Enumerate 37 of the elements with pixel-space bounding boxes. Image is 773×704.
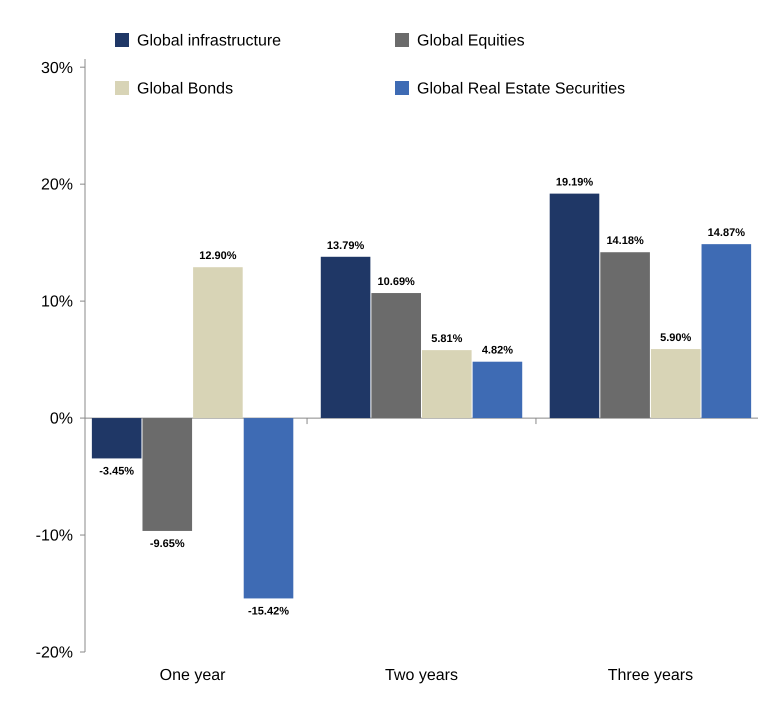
bar xyxy=(193,267,243,418)
y-tick-label: 10% xyxy=(40,294,73,311)
data-label: 14.87% xyxy=(708,227,746,240)
data-label: 10.69% xyxy=(378,276,416,288)
bar xyxy=(371,293,421,418)
data-label: 13.79% xyxy=(326,240,364,252)
bar xyxy=(650,349,701,418)
x-tick-label: Three years xyxy=(608,667,694,684)
legend-label: Global infrastructure xyxy=(137,32,282,50)
bar xyxy=(550,194,600,418)
y-tick-label: 20% xyxy=(40,176,73,194)
data-label: 12.90% xyxy=(199,250,237,262)
data-label: 5.90% xyxy=(660,332,692,344)
data-label: -15.42% xyxy=(248,605,290,618)
y-tick-label: 30% xyxy=(40,60,73,77)
legend-label: Global Equities xyxy=(417,32,525,50)
bar xyxy=(600,252,650,418)
bar xyxy=(92,418,142,458)
data-label: -9.65% xyxy=(150,538,185,550)
x-tick-label: One year xyxy=(160,667,226,684)
bar xyxy=(244,418,294,598)
y-tick-label: -20% xyxy=(36,644,73,662)
bar xyxy=(472,362,522,418)
data-label: 14.18% xyxy=(606,235,644,248)
bar xyxy=(142,418,192,531)
legend-label: Global Real Estate Securities xyxy=(417,80,626,98)
bar xyxy=(702,244,752,418)
data-label: 5.81% xyxy=(431,333,463,346)
bar xyxy=(320,256,370,418)
y-tick-label: -10% xyxy=(36,528,73,545)
bar xyxy=(422,350,472,418)
legend-label: Global Bonds xyxy=(137,80,234,98)
data-label: 19.19% xyxy=(556,176,594,189)
x-tick-label: Two years xyxy=(385,667,458,684)
y-tick-label: 0% xyxy=(50,410,73,428)
data-label: -3.45% xyxy=(99,465,134,478)
data-label: 4.82% xyxy=(482,344,514,357)
